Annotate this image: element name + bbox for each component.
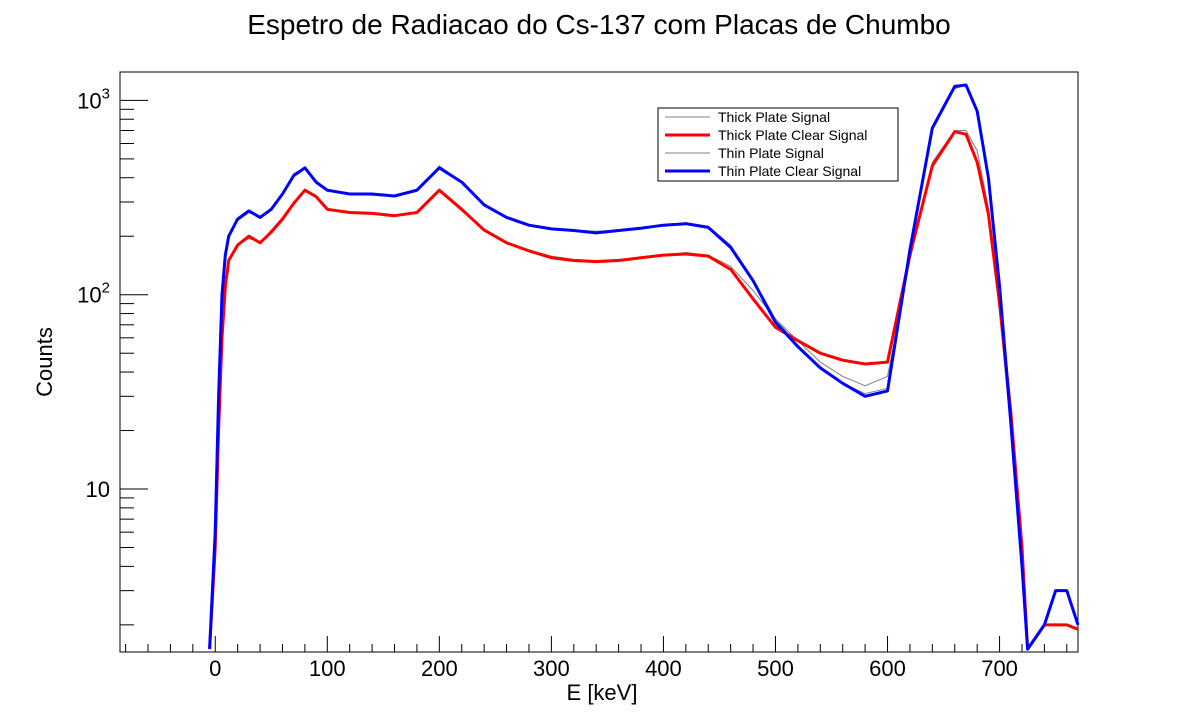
chart-title: Espetro de Radiacao do Cs-137 com Placas… bbox=[247, 9, 951, 40]
series-line-1 bbox=[208, 130, 1079, 651]
x-axis-tick-labels: 0 100 200 300 400 500 600 700 bbox=[209, 656, 1018, 681]
x-axis-ticks bbox=[125, 636, 1068, 652]
legend-label: Thick Plate Signal bbox=[718, 109, 830, 125]
x-tick-label: 500 bbox=[757, 656, 794, 681]
legend-entries: Thick Plate Signal Thick Plate Clear Sign… bbox=[665, 109, 867, 179]
x-axis-label: E [keV] bbox=[567, 680, 638, 705]
x-tick-label: 600 bbox=[869, 656, 906, 681]
y-axis-label: Counts bbox=[32, 327, 57, 397]
y-tick-label: 102 bbox=[77, 280, 110, 308]
y-axis-ticks bbox=[120, 99, 148, 626]
series-layer bbox=[208, 83, 1080, 651]
x-tick-label: 700 bbox=[981, 656, 1018, 681]
x-tick-label: 400 bbox=[645, 656, 682, 681]
x-tick-label: 100 bbox=[309, 656, 346, 681]
plot-frame bbox=[119, 71, 1079, 653]
x-tick-label: 300 bbox=[533, 656, 570, 681]
x-tick-label: 200 bbox=[421, 656, 458, 681]
x-tick-label: 0 bbox=[209, 656, 221, 681]
plot-area bbox=[119, 71, 1080, 653]
legend-box bbox=[657, 107, 899, 182]
y-tick-label: 10 bbox=[86, 477, 110, 502]
y-axis-tick-labels: 10 102 103 bbox=[77, 85, 110, 502]
legend: Thick Plate Signal Thick Plate Clear Sign… bbox=[657, 107, 899, 182]
y-tick-label: 103 bbox=[77, 85, 110, 113]
legend-label: Thin Plate Signal bbox=[718, 145, 824, 161]
series-line-3 bbox=[208, 83, 1080, 651]
legend-label: Thick Plate Clear Signal bbox=[718, 127, 867, 143]
legend-label: Thin Plate Clear Signal bbox=[718, 163, 861, 179]
